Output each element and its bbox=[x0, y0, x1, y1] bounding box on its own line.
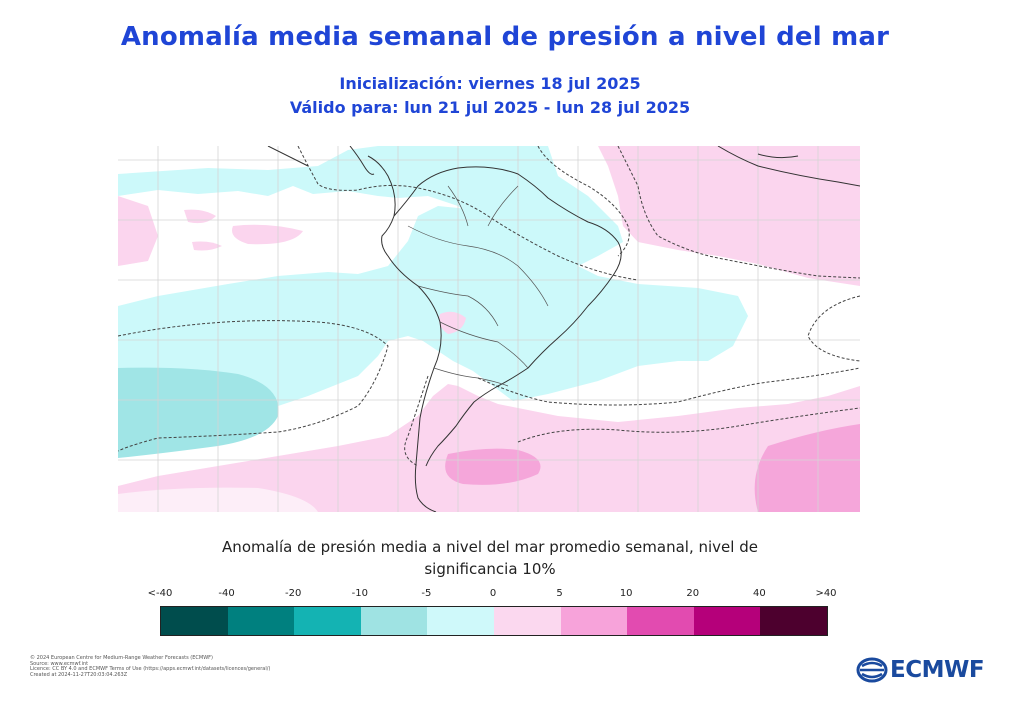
copyright-footer: © 2024 European Centre for Medium-Range … bbox=[30, 655, 330, 678]
anomaly-region-pos-south-strong bbox=[445, 448, 541, 485]
ecmwf-logo-icon bbox=[856, 657, 888, 683]
colorbar-labels: <-40 -40 -20 -10 -5 0 5 10 20 40 >40 bbox=[148, 588, 837, 604]
colorbar-swatch bbox=[427, 607, 494, 635]
colorbar-label: 0 bbox=[489, 588, 497, 599]
footer-line: Licence: CC BY 4.0 and ECMWF Terms of Us… bbox=[30, 666, 271, 673]
colorbar-label: >40 bbox=[815, 588, 837, 599]
anomaly-region-pos-small1 bbox=[232, 224, 303, 245]
footer-line: Created at 2024-11-27T20:03:04.263Z bbox=[30, 671, 128, 678]
footer-line: © 2024 European Centre for Medium-Range … bbox=[30, 655, 213, 661]
significance-contours bbox=[118, 146, 860, 467]
anomaly-map bbox=[118, 146, 860, 512]
colorbar-label: <-40 bbox=[147, 588, 173, 599]
anomaly-region-pos-southeast-strong bbox=[754, 424, 860, 512]
colorbar-swatch bbox=[227, 607, 295, 635]
colorbar-swatch bbox=[161, 607, 228, 635]
anomaly-region-pos-north bbox=[598, 146, 860, 286]
anomaly-region-pos-altiplano bbox=[439, 311, 466, 334]
map-title: Anomalía media semanal de presión a nive… bbox=[120, 22, 890, 52]
colorbar-label: -5 bbox=[421, 588, 432, 599]
colorbar-swatch bbox=[760, 607, 827, 635]
valid-period: Válido para: lun 21 jul 2025 - lun 28 ju… bbox=[289, 98, 691, 117]
colorbar-label: 40 bbox=[753, 588, 766, 599]
coastlines bbox=[267, 146, 860, 512]
map-caption: Anomalía de presión media a nivel del ma… bbox=[222, 538, 758, 578]
colorbar-label: -20 bbox=[285, 588, 302, 599]
anomaly-region-neg-main bbox=[118, 206, 748, 416]
colorbar-label: 20 bbox=[686, 588, 700, 599]
colorbar-label: 10 bbox=[619, 588, 633, 599]
map-canvas bbox=[118, 146, 860, 512]
colorbar-swatch bbox=[360, 607, 428, 635]
initialization-date: Inicialización: viernes 18 jul 2025 bbox=[339, 74, 641, 93]
colorbar-label: 5 bbox=[556, 588, 563, 599]
ecmwf-logo-text: ECMWF bbox=[890, 657, 985, 683]
colorbar-swatches bbox=[160, 606, 828, 636]
colorbar-swatch bbox=[493, 607, 561, 635]
anomaly-region-pos-west bbox=[118, 196, 158, 266]
colorbar-swatch bbox=[693, 607, 761, 635]
colorbar-swatch bbox=[560, 607, 628, 635]
legend-colorbar: <-40 -40 -20 -10 -5 0 5 10 20 40 >40 bbox=[148, 588, 837, 638]
ecmwf-logo: ECMWF bbox=[856, 656, 985, 684]
anomaly-region-pos-south bbox=[118, 384, 860, 512]
colorbar-label: -40 bbox=[218, 588, 235, 599]
country-borders bbox=[407, 185, 549, 387]
colorbar-swatch bbox=[627, 607, 694, 635]
footer-line: Source: www.ecmwf.int bbox=[30, 660, 89, 667]
colorbar-swatch bbox=[294, 607, 361, 635]
anomaly-region-pos-small3 bbox=[192, 241, 222, 251]
colorbar-label: -10 bbox=[351, 588, 368, 599]
